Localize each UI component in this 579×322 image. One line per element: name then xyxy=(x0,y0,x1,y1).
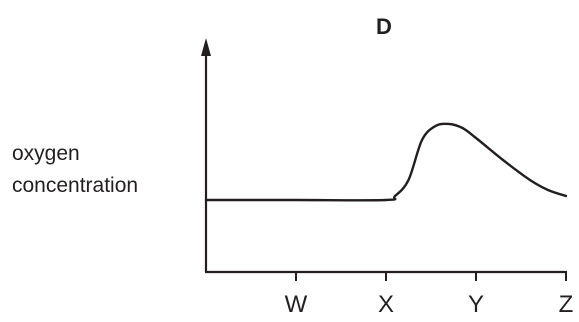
chart-title: D xyxy=(376,14,392,39)
y-axis-label-line-1: oxygen xyxy=(12,142,80,165)
y-axis-label-line-2: concentration xyxy=(12,174,138,197)
oxygen-concentration-line xyxy=(204,122,568,202)
y-axis-arrowhead xyxy=(201,38,211,56)
x-ticks: W X Y Z xyxy=(285,272,574,318)
x-tick-label-z: Z xyxy=(559,291,574,318)
x-tick-label-x: X xyxy=(378,291,394,318)
x-tick-label-w: W xyxy=(285,291,308,318)
x-tick-label-y: Y xyxy=(468,291,484,318)
